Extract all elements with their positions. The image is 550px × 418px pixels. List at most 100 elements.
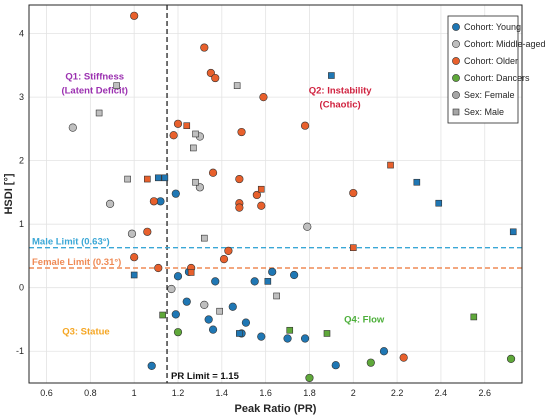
cohort-young-male-point [264, 278, 272, 285]
cohort-middle-aged-male-point [200, 234, 208, 242]
cohort-older-male-point [257, 185, 265, 193]
cohort-dancers-female-point [366, 358, 375, 367]
cohort-young-male-point [161, 174, 169, 182]
cohort-middle-aged-male-point [192, 178, 199, 186]
cohort-young-female-point [257, 332, 266, 341]
legend-label: Cohort: Young [464, 22, 521, 32]
cohort-young-female-point [171, 189, 180, 198]
cohort-older-female-point [252, 190, 261, 200]
x-tick-label: 2.6 [478, 388, 491, 398]
legend-marker [452, 57, 460, 65]
cohort-young-female-point [250, 277, 259, 286]
cohort-middle-aged-male-point [216, 307, 223, 315]
y-tick-label: 4 [19, 29, 24, 39]
cohort-young-female-point [171, 310, 180, 319]
plot-frame [28, 4, 523, 384]
y-tick-label: -1 [16, 346, 24, 356]
cohort-young-female-point [147, 361, 156, 370]
x-tick-label: 1.6 [259, 388, 272, 398]
x-tick-labels: 0.6 0.8 1 1.2 1.4 1.6 1.8 2 2.2 2.4 2.6 [40, 388, 491, 398]
legend-marker [452, 108, 460, 116]
cohort-older-female-point [237, 127, 246, 137]
cohort-older-female-point [224, 246, 233, 255]
cohort-young-male-point [413, 178, 421, 186]
cohort-middle-aged-male-point [95, 109, 103, 117]
x-tick-label: 2.2 [391, 388, 404, 398]
x-tick-label: 1.2 [172, 388, 185, 398]
y-axis-title: HSDI [°] [3, 173, 15, 214]
cohort-middle-aged-female-point [303, 222, 312, 231]
x-tick-label: 1.4 [216, 388, 229, 398]
quadrant-annotation: Q4: Flow [344, 315, 385, 326]
x-tick-label: 0.8 [84, 388, 97, 398]
legend-label: Sex: Male [464, 107, 504, 117]
cohort-older-female-point [154, 263, 163, 273]
cohort-older-female-point [259, 93, 268, 102]
cohort-older-female-point [200, 43, 209, 52]
male-limit-label: Male Limit (0.63°) [32, 237, 110, 248]
grid [29, 5, 522, 383]
cohort-dancers-male-point [159, 311, 166, 319]
cohort-middle-aged-male-point [190, 144, 197, 152]
cohort-middle-aged-female-point [68, 123, 77, 132]
x-tick-label: 2 [351, 388, 356, 398]
legend-label: Cohort: Dancers [464, 73, 530, 83]
x-tick-label: 2.4 [435, 388, 448, 398]
legend-marker [452, 40, 460, 48]
quadrant-annotation: (Latent Deficit) [61, 85, 128, 96]
legend-label: Cohort: Middle-aged [464, 39, 546, 49]
cohort-young-male-point [154, 174, 162, 182]
cohort-older-female-point [399, 353, 408, 362]
legend-marker [452, 23, 460, 31]
cohort-middle-aged-male-point [192, 130, 199, 138]
cohort-young-female-point [290, 270, 299, 280]
cohort-dancers-female-point [506, 354, 516, 363]
cohort-older-female-point [208, 168, 218, 177]
quadrant-annotation: (Chaotic) [320, 99, 361, 110]
cohort-young-male-point [236, 330, 243, 337]
cohort-older-female-point [130, 253, 139, 262]
cohort-young-male-point [509, 228, 517, 236]
cohort-older-male-point [187, 269, 195, 276]
cohort-young-female-point [241, 318, 251, 327]
cohort-dancers-female-point [305, 373, 314, 383]
cohort-older-female-point [219, 255, 229, 264]
cohort-young-female-point [173, 272, 183, 281]
legend-marker [452, 74, 460, 82]
x-tick-label: 1.8 [303, 388, 316, 398]
cohort-older-female-point [169, 131, 178, 140]
legend-marker [452, 91, 460, 99]
cohort-older-male-point [349, 244, 357, 251]
cohort-older-female-point [130, 11, 139, 20]
cohort-older-female-point [257, 201, 266, 210]
cohort-older-female-point [211, 73, 220, 83]
cohort-young-female-point [204, 315, 213, 324]
cohort-young-female-point [300, 334, 310, 343]
cohort-dancers-male-point [323, 330, 331, 337]
cohort-young-female-point [379, 347, 389, 356]
cohort-young-male-point [435, 199, 443, 207]
y-tick-label: 1 [19, 219, 24, 229]
x-tick-label: 1 [132, 388, 137, 398]
cohort-young-female-point [208, 325, 218, 334]
cohort-young-female-point [211, 277, 220, 286]
cohort-older-male-point [387, 161, 394, 169]
cohort-older-female-point [173, 119, 183, 128]
cohort-older-female-point [235, 174, 244, 184]
cohort-middle-aged-female-point [105, 199, 115, 208]
quadrant-annotation: Q1: Stiffness [65, 71, 124, 82]
legend: Cohort: Young Cohort: Middle-aged Cohort: … [447, 15, 546, 124]
cohort-young-female-point [331, 361, 340, 370]
quadrant-annotation: Q3: Statue [62, 327, 110, 338]
cohort-young-female-point [283, 334, 292, 343]
cohort-older-female-point [235, 203, 244, 212]
cohort-middle-aged-male-point [124, 175, 131, 183]
x-axis-title: Peak Ratio (PR) [235, 403, 317, 415]
y-tick-label: 2 [19, 156, 24, 166]
y-tick-label: 0 [19, 283, 24, 293]
cohort-young-female-point [268, 267, 277, 276]
x-tick-label: 0.6 [40, 388, 53, 398]
reference-lines: PR Limit = 1.15 Male Limit (0.63°) Female … [29, 5, 522, 383]
pr-limit-label: PR Limit = 1.15 [171, 371, 240, 382]
